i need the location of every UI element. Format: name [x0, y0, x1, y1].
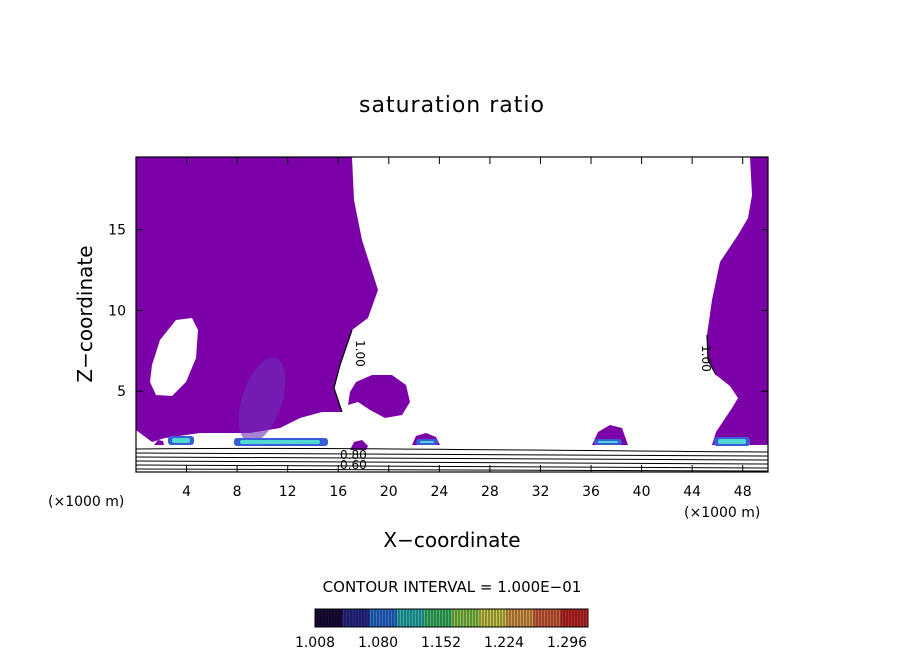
y-tick-label: 15 [108, 223, 126, 239]
x-tick-label: 8 [233, 484, 242, 500]
colorbar-tick-label: 1.296 [547, 635, 587, 651]
x-tick-label: 24 [430, 484, 448, 500]
x-tick-label: 28 [481, 484, 499, 500]
colorbar-swatch [369, 609, 398, 627]
colorbar [314, 608, 589, 628]
colorbar-swatch [560, 609, 589, 627]
y-axis-unit: (×1000 m) [48, 494, 124, 510]
colorbar-tick-label: 1.080 [358, 635, 398, 651]
cloud-base-blob-4 [154, 440, 164, 445]
y-axis-ticks: 5 10 15 [108, 223, 768, 400]
chart-title: saturation ratio [359, 93, 545, 118]
contour-interval-label: CONTOUR INTERVAL = 1.000E−01 [323, 578, 582, 596]
plot-frame [135, 156, 769, 473]
supersaturated-region-mid [348, 375, 410, 418]
supersaturated-region-right [707, 157, 768, 445]
x-tick-label: 20 [380, 484, 398, 500]
colorbar-frame [314, 608, 589, 628]
x-tick-label: 36 [582, 484, 600, 500]
colorbar-labels: 1.008 1.080 1.152 1.224 1.296 [295, 635, 587, 651]
y-axis-title: Z−coordinate [73, 245, 97, 382]
contour-label: 1.00 [699, 345, 713, 372]
colorbar-tick-label: 1.224 [484, 635, 524, 651]
x-axis-title: X−coordinate [383, 528, 520, 552]
colorbar-tick-label: 1.152 [421, 635, 461, 651]
colorbar-swatch [533, 609, 562, 627]
y-tick-label: 10 [108, 303, 126, 319]
x-axis-unit: (×1000 m) [684, 505, 760, 521]
colorbar-swatch [315, 609, 343, 627]
contour-label: 1.00 [353, 340, 367, 367]
contour-label: 0.80 [340, 448, 367, 462]
cloud-base-blob-3 [350, 440, 368, 450]
subsaturated-pocket [150, 318, 198, 396]
x-axis-ticks: 4 8 12 16 20 24 28 32 36 40 44 48 [182, 157, 752, 500]
x-tick-label: 48 [734, 484, 752, 500]
y-tick-label: 5 [117, 384, 126, 400]
supersaturated-region-left [136, 157, 378, 442]
x-tick-label: 40 [633, 484, 651, 500]
x-tick-label: 16 [329, 484, 347, 500]
x-tick-label: 32 [532, 484, 550, 500]
x-tick-label: 12 [279, 484, 297, 500]
colorbar-swatch [451, 609, 480, 627]
x-tick-label: 44 [683, 484, 701, 500]
blue-streak [238, 357, 286, 443]
contour-fill-layer [136, 157, 768, 450]
colorbar-tick-label: 1.008 [295, 635, 335, 651]
cyan-cloud-base-band [168, 436, 750, 446]
x-tick-label: 4 [182, 484, 191, 500]
contour-label: 0.60 [340, 458, 367, 472]
